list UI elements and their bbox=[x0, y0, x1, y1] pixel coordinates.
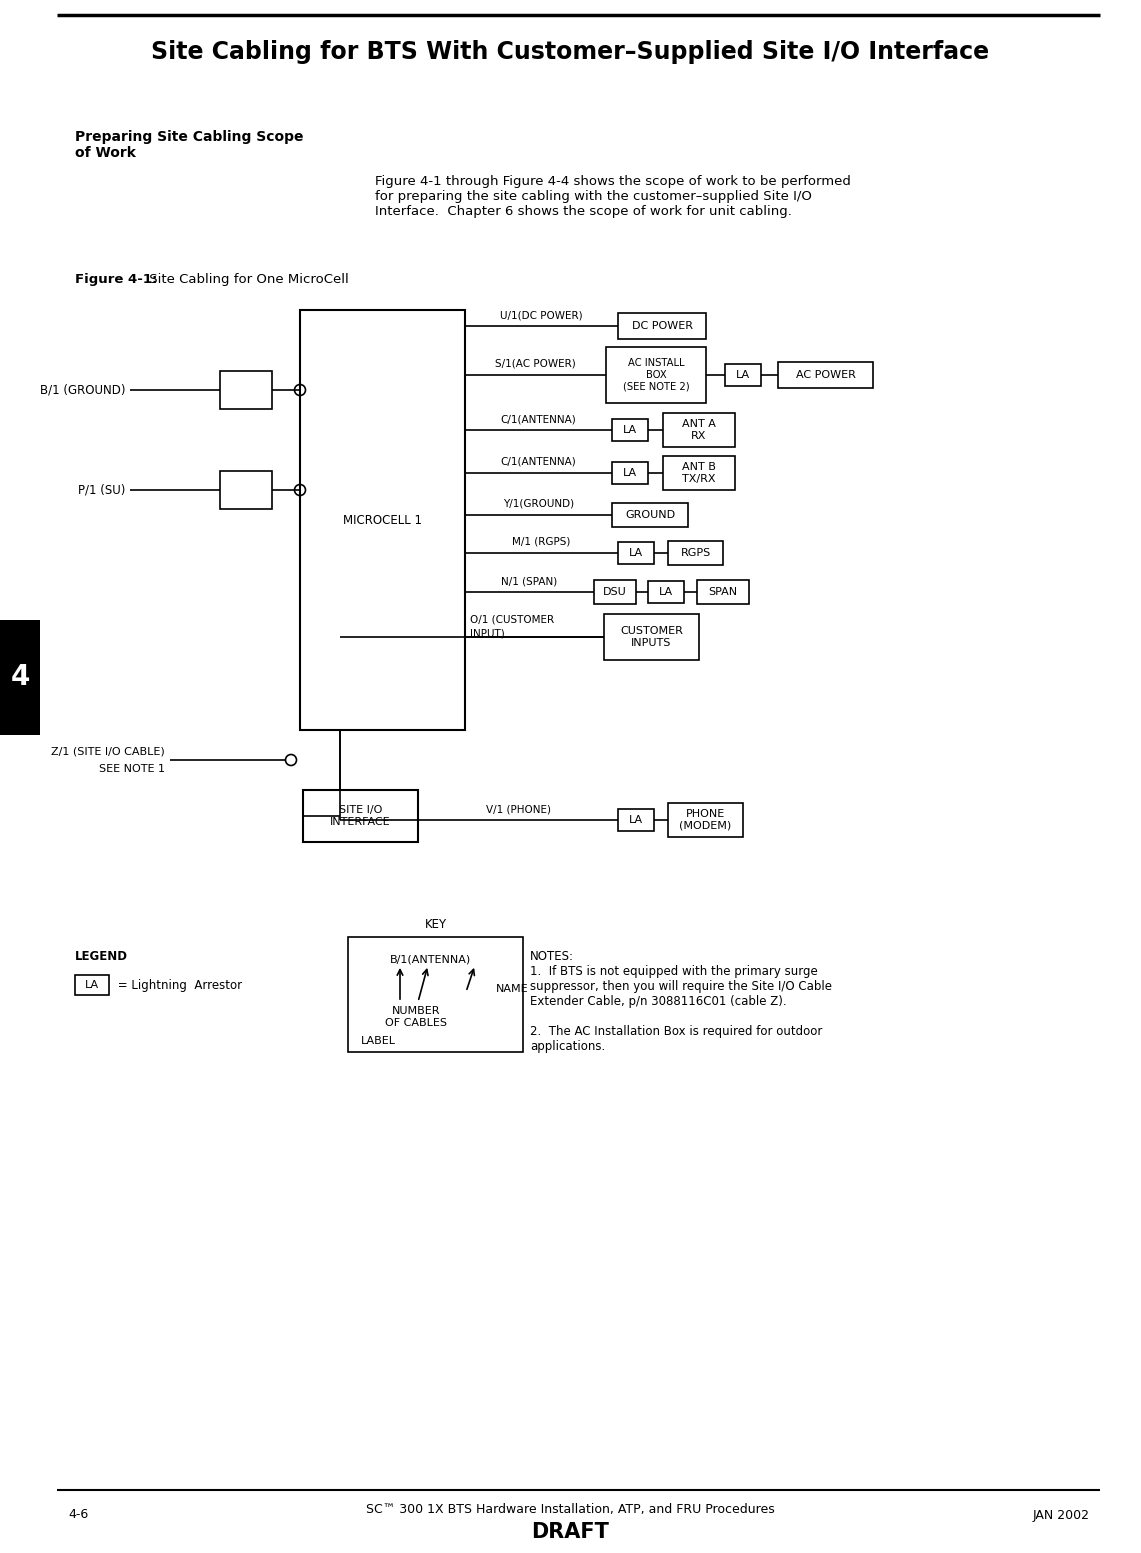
Bar bbox=[778, 362, 873, 388]
Text: GROUND: GROUND bbox=[625, 509, 675, 520]
Text: Y/1(GROUND): Y/1(GROUND) bbox=[503, 499, 574, 509]
Bar bbox=[697, 579, 748, 604]
Bar bbox=[667, 540, 723, 565]
Text: KEY: KEY bbox=[424, 918, 446, 930]
Bar bbox=[663, 457, 735, 491]
Bar bbox=[618, 542, 654, 564]
Bar bbox=[594, 579, 636, 604]
Text: B/1 (GROUND): B/1 (GROUND) bbox=[40, 384, 126, 396]
Bar bbox=[612, 461, 648, 485]
Text: AC INSTALL
BOX
(SEE NOTE 2): AC INSTALL BOX (SEE NOTE 2) bbox=[623, 359, 689, 391]
Text: U/1(DC POWER): U/1(DC POWER) bbox=[500, 311, 583, 320]
Text: Site Cabling for BTS With Customer–Supplied Site I/O Interface: Site Cabling for BTS With Customer–Suppl… bbox=[151, 40, 989, 64]
Text: ANT B
TX/RX: ANT B TX/RX bbox=[682, 463, 715, 485]
Text: SITE I/O
INTERFACE: SITE I/O INTERFACE bbox=[330, 804, 391, 826]
Bar bbox=[300, 311, 466, 730]
Bar bbox=[618, 809, 654, 831]
Text: SC™ 300 1X BTS Hardware Installation, ATP, and FRU Procedures: SC™ 300 1X BTS Hardware Installation, AT… bbox=[365, 1503, 775, 1516]
Bar bbox=[663, 413, 735, 447]
Bar bbox=[348, 936, 523, 1051]
Bar bbox=[604, 613, 699, 660]
Bar bbox=[618, 314, 706, 339]
Text: LA: LA bbox=[629, 815, 644, 825]
Text: O/1 (CUSTOMER: O/1 (CUSTOMER bbox=[470, 615, 555, 624]
Bar bbox=[304, 790, 418, 842]
Bar bbox=[725, 363, 761, 387]
Text: NOTES:
1.  If BTS is not equipped with the primary surge
suppressor, then you wi: NOTES: 1. If BTS is not equipped with th… bbox=[531, 950, 832, 1053]
Text: C/1(ANTENNA): C/1(ANTENNA) bbox=[501, 415, 576, 424]
Bar bbox=[220, 371, 272, 408]
Text: C/1(ANTENNA): C/1(ANTENNA) bbox=[501, 457, 576, 467]
Bar bbox=[612, 419, 648, 441]
Bar bbox=[0, 620, 40, 735]
Text: 4: 4 bbox=[10, 663, 30, 691]
Bar bbox=[648, 581, 683, 603]
Text: JAN 2002: JAN 2002 bbox=[1033, 1508, 1090, 1522]
Bar bbox=[75, 975, 110, 995]
Text: DRAFT: DRAFT bbox=[531, 1522, 609, 1542]
Text: Figure 4-1:: Figure 4-1: bbox=[75, 273, 157, 286]
Text: P/1 (SU): P/1 (SU) bbox=[78, 483, 126, 497]
Text: LABEL: LABEL bbox=[361, 1036, 396, 1047]
Bar bbox=[606, 346, 706, 402]
Bar bbox=[667, 803, 743, 837]
Text: DSU: DSU bbox=[604, 587, 626, 596]
Text: Z/1 (SITE I/O CABLE): Z/1 (SITE I/O CABLE) bbox=[51, 745, 165, 756]
Text: M/1 (RGPS): M/1 (RGPS) bbox=[512, 537, 570, 547]
Text: RGPS: RGPS bbox=[680, 548, 711, 558]
Text: INPUT): INPUT) bbox=[470, 627, 504, 638]
Text: 4-6: 4-6 bbox=[68, 1508, 88, 1522]
Text: AC POWER: AC POWER bbox=[795, 370, 856, 380]
Text: Preparing Site Cabling Scope
of Work: Preparing Site Cabling Scope of Work bbox=[75, 130, 304, 160]
Text: Figure 4-1 through Figure 4-4 shows the scope of work to be performed
for prepar: Figure 4-1 through Figure 4-4 shows the … bbox=[375, 175, 851, 217]
Text: S/1(AC POWER): S/1(AC POWER) bbox=[495, 359, 576, 370]
Text: DC POWER: DC POWER bbox=[631, 321, 693, 331]
Text: B/1(ANTENNA): B/1(ANTENNA) bbox=[390, 954, 471, 964]
Text: SEE NOTE 1: SEE NOTE 1 bbox=[99, 764, 165, 773]
Text: LEGEND: LEGEND bbox=[75, 950, 128, 963]
Text: Site Cabling for One MicroCell: Site Cabling for One MicroCell bbox=[145, 273, 349, 286]
Text: LA: LA bbox=[84, 980, 99, 989]
Text: SPAN: SPAN bbox=[709, 587, 737, 596]
Text: LA: LA bbox=[736, 370, 750, 380]
Text: NUMBER
OF CABLES: NUMBER OF CABLES bbox=[385, 1006, 447, 1028]
Text: V/1 (PHONE): V/1 (PHONE) bbox=[486, 804, 550, 814]
Text: = Lightning  Arrestor: = Lightning Arrestor bbox=[114, 978, 242, 991]
Text: N/1 (SPAN): N/1 (SPAN) bbox=[501, 576, 558, 585]
Bar bbox=[612, 503, 688, 526]
Text: LA: LA bbox=[623, 467, 637, 478]
Bar bbox=[220, 471, 272, 509]
Text: ANT A
RX: ANT A RX bbox=[682, 419, 715, 441]
Text: NAME: NAME bbox=[496, 985, 528, 994]
Text: LA: LA bbox=[623, 426, 637, 435]
Text: LA: LA bbox=[659, 587, 673, 596]
Text: MICROCELL 1: MICROCELL 1 bbox=[343, 514, 422, 526]
Text: LA: LA bbox=[629, 548, 644, 558]
Text: PHONE
(MODEM): PHONE (MODEM) bbox=[679, 809, 731, 831]
Text: CUSTOMER
INPUTS: CUSTOMER INPUTS bbox=[620, 626, 683, 648]
